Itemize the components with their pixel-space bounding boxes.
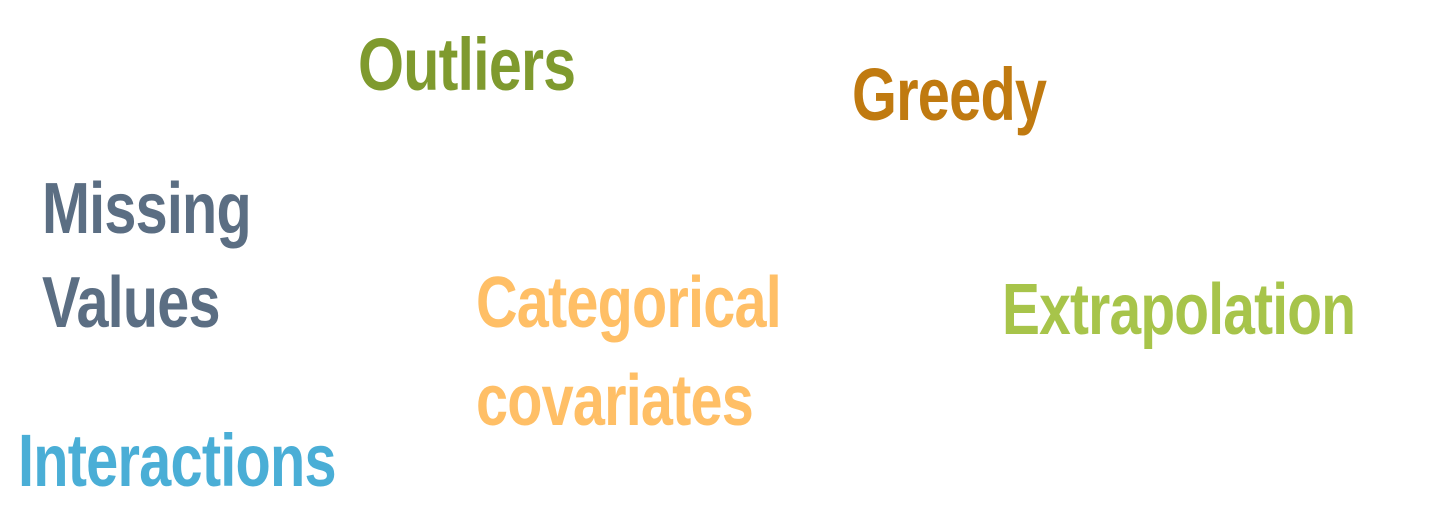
word-missing-values-line-1: Missing: [42, 169, 252, 249]
word-categorical-covariates: Categorical covariates: [476, 254, 782, 450]
word-missing-values: Missing Values: [42, 162, 252, 350]
word-interactions: Interactions: [18, 419, 337, 502]
word-outliers: Outliers: [358, 23, 576, 106]
word-categorical-covariates-line-2: covariates: [476, 361, 754, 441]
word-greedy: Greedy: [852, 53, 1047, 136]
word-extrapolation: Extrapolation: [1002, 270, 1356, 350]
word-categorical-covariates-line-1: Categorical: [476, 263, 782, 343]
word-missing-values-line-2: Values: [42, 263, 221, 343]
